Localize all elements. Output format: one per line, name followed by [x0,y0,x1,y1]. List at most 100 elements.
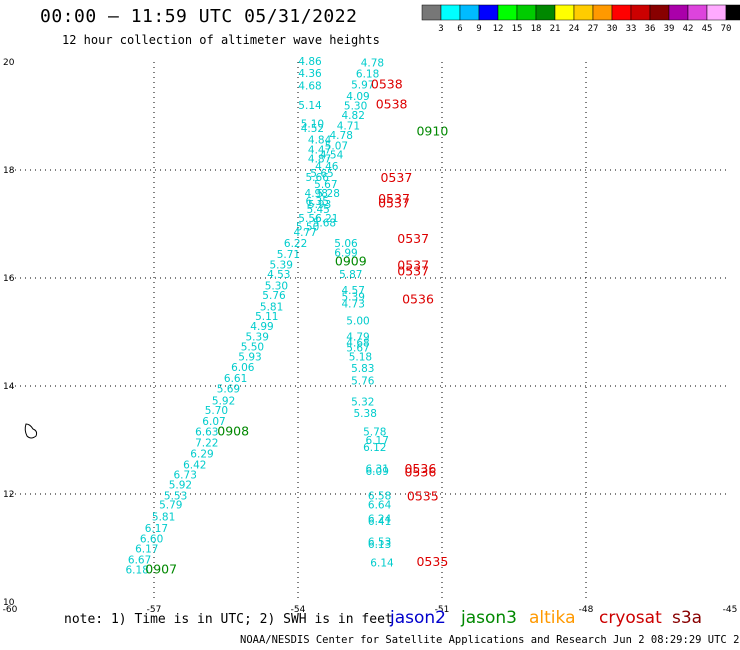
swh-value-label: 6.07 [202,416,225,428]
chart-title: 00:00 – 11:59 UTC 05/31/2022 [40,6,358,27]
legend-cryosat: cryosat [599,608,662,628]
swh-value-label: 5.39 [270,259,293,271]
swh-value-label: 5.93 [308,199,331,211]
swh-value-label: 6.99 [334,247,357,259]
pass-time-label: 0536 [404,461,436,476]
swh-value-label: 5.32 [351,396,374,408]
swh-value-label: 6.17 [366,435,389,447]
colorbar-swatch [706,4,727,21]
swh-value-label: 5.68 [313,218,336,230]
swh-value-label: 5.97 [351,79,374,91]
swh-value-label: 4.09 [346,91,369,103]
swh-value-label: 5.07 [325,140,348,152]
coastline-island [24,423,38,439]
swh-value-label: 5.83 [351,363,374,375]
swh-value-label: 5.69 [217,383,240,395]
pass-time-label: 0535 [416,554,448,569]
swh-value-label: 6.17 [135,543,158,555]
legend-altika: altika [529,608,576,628]
pass-time-label: 0910 [416,123,448,138]
swh-value-label: 5.81 [260,301,283,313]
pass-time-label: 0537 [378,195,410,210]
swh-value-label: 5.30 [265,280,288,292]
swh-value-label: 4.54 [320,150,344,162]
swh-value-label: 6.18 [356,69,379,81]
colorbar-tick-label: 15 [512,24,523,34]
colorbar-tick-label: 36 [645,24,656,34]
swh-value-label: 5.14 [298,100,322,112]
y-tick-label: 18 [3,166,15,176]
colorbar-tick-label: 33 [626,24,637,34]
chart-grid [10,62,730,602]
swh-value-label: 6.35 [306,196,329,208]
swh-value-label: 4.78 [361,57,384,69]
colorbar-swatch [592,4,613,21]
legend-jason2: jason2 [390,608,446,628]
x-tick-label: -51 [435,605,450,615]
colorbar-tick-label: 39 [664,24,675,34]
swh-value-label: 6.14 [370,557,394,569]
swh-value-label: 6.53 [368,536,391,548]
pass-time-label: 0909 [335,254,367,269]
swh-value-label: 5.06 [334,238,358,250]
pass-time-label: 0538 [371,76,403,91]
swh-value-label: 5.67 [346,342,369,354]
swh-value-label: 6.18 [126,564,149,576]
swh-value-label: 5.70 [205,405,228,417]
swh-value-label: 4.77 [294,227,317,239]
colorbar-swatch [459,4,480,21]
swh-value-label: 4.68 [346,338,369,350]
colorbar-tick-label: 3 [438,24,443,34]
colorbar-tick-label: 24 [569,24,580,34]
pass-time-label: 0536 [402,291,434,306]
pass-time-label: 0537 [397,257,429,272]
swh-value-label: 5.38 [354,408,377,420]
swh-value-label: 4.68 [298,81,321,93]
swh-value-label: 6.73 [174,469,197,481]
swh-value-label: 5.45 [306,204,329,216]
colorbar-tick-label: 45 [702,24,713,34]
swh-value-label: 4.78 [330,130,353,142]
swh-value-label: 5.66 [306,172,330,184]
swh-value-label: 6.31 [366,463,389,475]
swh-value-label: 4.52 [301,123,324,135]
colorbar-swatch [516,4,537,21]
swh-value-label: 6.63 [195,427,218,439]
swh-value-label: 4.82 [342,110,365,122]
x-tick-label: -57 [147,605,162,615]
swh-value-label: 4.99 [250,321,273,333]
swh-value-label: 4.73 [342,299,365,311]
swh-value-label: 5.79 [159,500,182,512]
swh-value-label: 6.61 [224,373,247,385]
colorbar-swatch [630,4,651,21]
legend-s3a: s3a [672,608,703,628]
colorbar-tick-label: 18 [531,24,542,34]
swh-value-label: 5.11 [255,311,278,323]
colorbar-tick-label: 27 [588,24,599,34]
swh-value-label: 4.87 [308,153,331,165]
swh-value-label: 4.84 [308,135,332,147]
swh-value-label: 5.00 [346,315,369,327]
swh-value-label: 5.39 [246,332,269,344]
colorbar-tick-label: 30 [607,24,618,34]
colorbar-tick-label: 6 [457,24,462,34]
swh-value-label: 6.09 [366,466,389,478]
swh-value-label: 4.86 [298,56,322,68]
colorbar-tick-label: 12 [493,24,504,34]
y-tick-label: 14 [3,382,15,392]
swh-value-label: 6.67 [128,555,151,567]
colorbar-tick-label: 21 [550,24,561,34]
swh-value-label: 4.98 [305,188,328,200]
swh-value-label: 4.79 [346,332,369,344]
pass-time-label: 0538 [376,96,408,111]
swh-value-label: 6.21 [315,213,338,225]
y-tick-label: 20 [3,58,15,68]
colorbar-tick-label: 42 [683,24,694,34]
pass-time-label: 0907 [145,561,177,576]
swh-value-label: 5.18 [349,352,372,364]
swh-value-label: 5.71 [277,249,300,261]
swh-value-label: 6.58 [368,490,391,502]
swh-value-label: 6.41 [368,516,391,528]
x-tick-label: -45 [723,605,738,615]
